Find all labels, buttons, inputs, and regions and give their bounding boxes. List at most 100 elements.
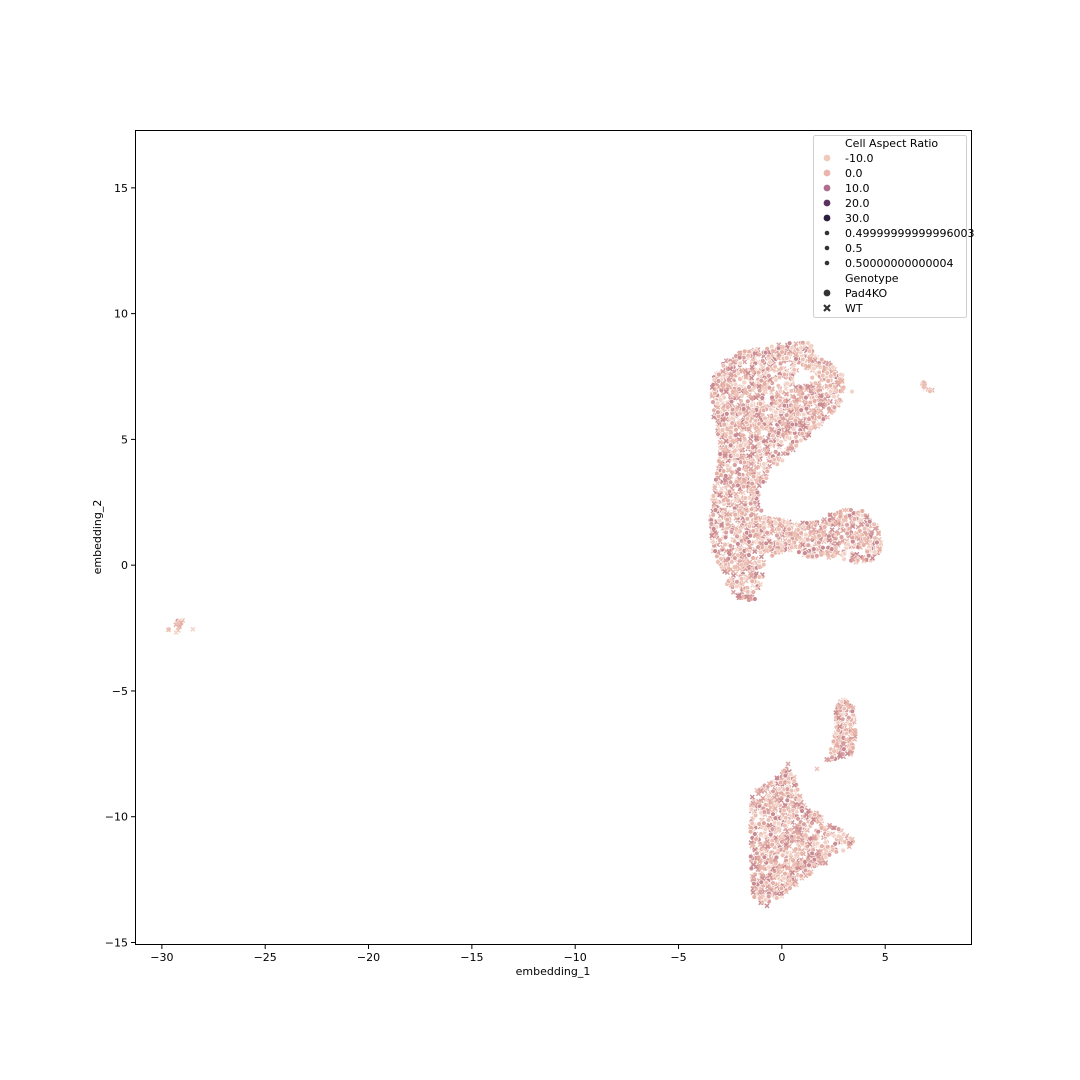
data-point bbox=[773, 377, 779, 383]
data-point bbox=[788, 442, 794, 448]
data-point bbox=[761, 521, 767, 527]
data-point bbox=[782, 815, 789, 821]
data-point bbox=[822, 839, 829, 845]
data-point bbox=[766, 385, 773, 391]
data-point bbox=[832, 511, 838, 518]
data-point bbox=[732, 555, 738, 561]
data-point bbox=[715, 559, 721, 565]
data-point bbox=[759, 395, 765, 401]
data-point bbox=[756, 821, 762, 827]
data-point bbox=[783, 386, 789, 392]
data-point bbox=[717, 397, 724, 403]
data-point bbox=[795, 527, 801, 533]
data-point bbox=[741, 459, 748, 466]
data-point bbox=[723, 529, 729, 536]
data-point bbox=[861, 525, 868, 532]
data-point bbox=[748, 402, 755, 408]
data-point bbox=[796, 549, 802, 555]
data-point bbox=[840, 847, 846, 854]
data-point bbox=[798, 345, 804, 351]
data-point bbox=[712, 548, 718, 554]
data-point bbox=[801, 821, 807, 827]
data-point bbox=[757, 549, 764, 556]
data-point bbox=[752, 596, 758, 602]
data-point bbox=[778, 365, 784, 372]
legend-title: Genotype bbox=[845, 272, 899, 285]
data-point bbox=[753, 465, 759, 471]
data-point bbox=[769, 841, 775, 848]
data-point bbox=[827, 521, 832, 527]
data-point bbox=[819, 843, 825, 849]
legend-marker bbox=[823, 214, 831, 222]
data-point bbox=[752, 417, 759, 424]
data-point bbox=[751, 894, 757, 900]
data-point bbox=[734, 533, 740, 540]
data-point bbox=[786, 819, 792, 825]
data-point bbox=[804, 536, 811, 543]
data-point bbox=[742, 495, 748, 501]
data-point bbox=[741, 454, 747, 459]
legend-label: 0.50000000000004 bbox=[845, 257, 953, 270]
data-point bbox=[743, 465, 749, 471]
data-point bbox=[735, 482, 741, 488]
data-point bbox=[846, 512, 853, 519]
data-point bbox=[756, 387, 763, 394]
data-point bbox=[712, 507, 719, 513]
data-point bbox=[747, 500, 754, 507]
data-point bbox=[719, 427, 726, 433]
data-point bbox=[747, 828, 754, 835]
data-point bbox=[782, 822, 788, 829]
data-point bbox=[755, 369, 762, 376]
data-point bbox=[814, 553, 820, 559]
data-point bbox=[710, 399, 716, 405]
data-point bbox=[770, 811, 776, 817]
data-point bbox=[847, 721, 853, 728]
data-point bbox=[786, 526, 792, 532]
data-point bbox=[781, 402, 788, 409]
legend-label: WT bbox=[845, 302, 863, 315]
data-point bbox=[774, 540, 781, 547]
data-point bbox=[717, 451, 723, 457]
legend-marker bbox=[823, 169, 831, 177]
data-point bbox=[769, 526, 775, 532]
data-point bbox=[749, 566, 755, 572]
data-point bbox=[771, 456, 777, 463]
data-point bbox=[769, 826, 776, 832]
data-point bbox=[771, 820, 778, 826]
data-point bbox=[758, 507, 764, 514]
data-points-layer bbox=[165, 340, 935, 909]
data-point bbox=[866, 518, 873, 525]
data-point bbox=[715, 409, 721, 415]
data-point bbox=[708, 521, 715, 527]
data-point bbox=[745, 444, 751, 450]
data-point bbox=[733, 427, 739, 433]
data-point bbox=[788, 787, 795, 794]
data-point bbox=[715, 378, 722, 384]
data-point bbox=[720, 363, 727, 369]
data-point bbox=[726, 488, 733, 495]
data-point bbox=[748, 853, 754, 860]
data-point bbox=[750, 528, 756, 534]
data-point bbox=[728, 473, 734, 479]
data-point bbox=[753, 836, 759, 842]
data-point bbox=[744, 589, 751, 595]
legend-marker bbox=[824, 230, 830, 236]
data-point bbox=[791, 367, 797, 373]
data-point bbox=[816, 369, 822, 376]
legend-label: 0.49999999999996003 bbox=[845, 227, 974, 240]
data-point bbox=[720, 468, 727, 474]
data-point bbox=[765, 893, 772, 900]
x-axis-label: embedding_1 bbox=[516, 965, 591, 978]
data-point bbox=[764, 530, 770, 536]
data-point bbox=[714, 553, 720, 559]
data-point bbox=[772, 409, 779, 415]
data-point bbox=[718, 486, 724, 492]
data-point bbox=[715, 405, 721, 410]
y-tick-label: −15 bbox=[105, 936, 128, 949]
y-tick-label: 15 bbox=[114, 182, 128, 195]
data-point bbox=[761, 854, 768, 860]
data-point bbox=[818, 377, 824, 383]
data-point bbox=[830, 519, 836, 525]
legend-marker bbox=[824, 245, 830, 251]
